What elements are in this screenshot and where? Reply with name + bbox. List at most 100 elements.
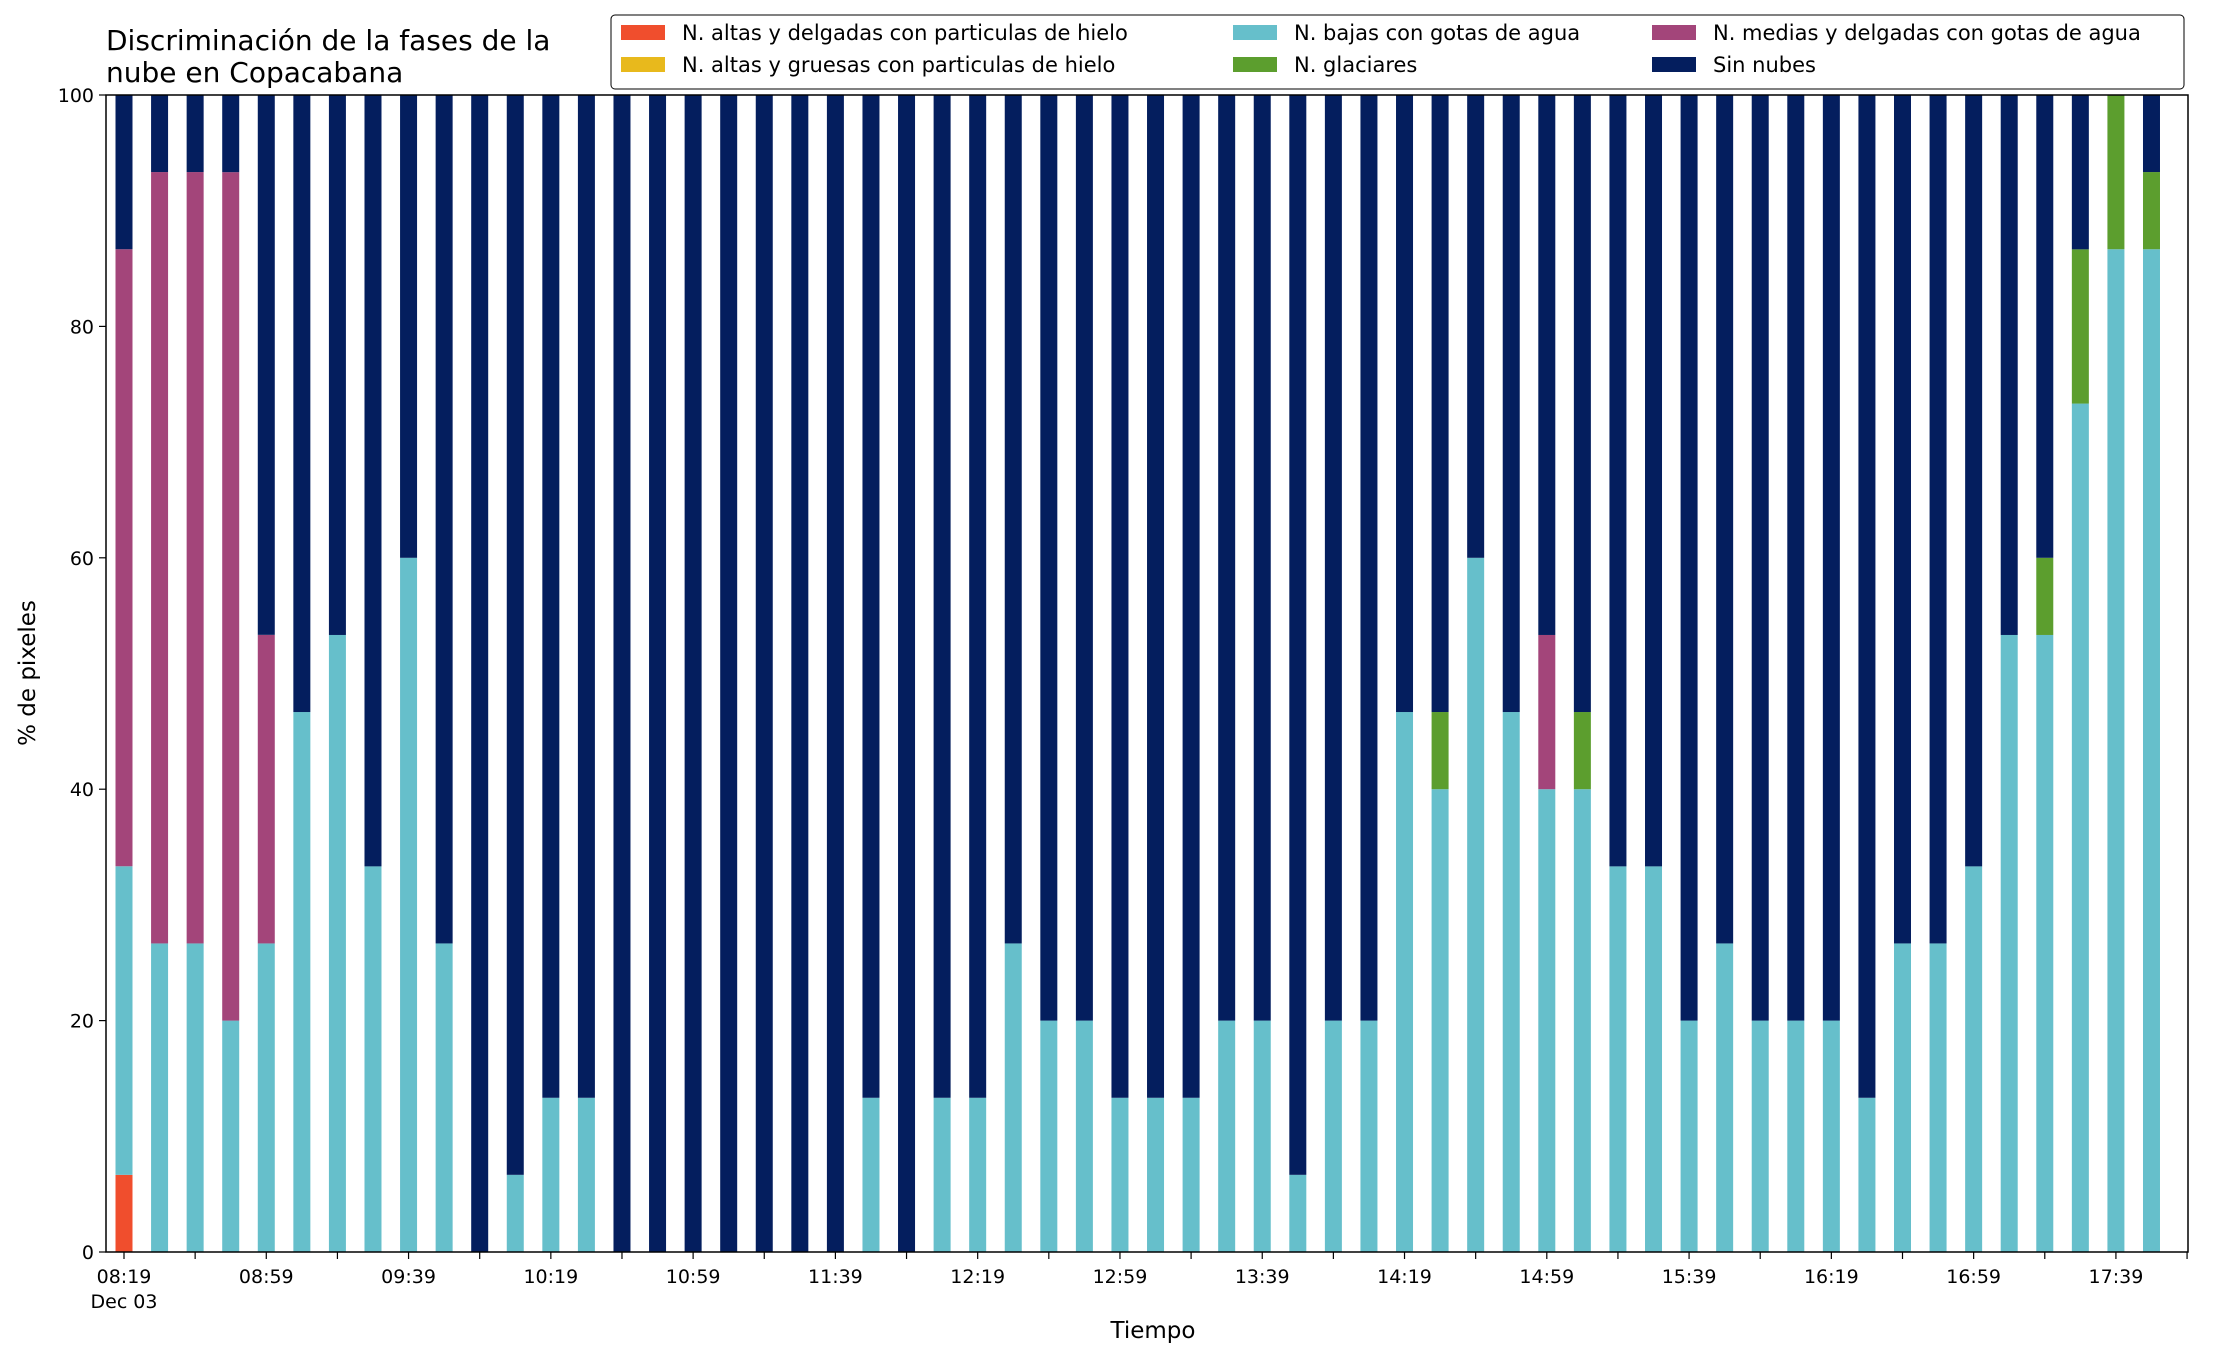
bar-segment-5-24 [969,95,987,1098]
x-tick-label-8: 13:39 [1235,1266,1290,1288]
bar-segment-2-51 [1929,943,1947,1252]
bar-segment-5-33 [1289,95,1307,1175]
bar-segment-5-43 [1645,95,1663,867]
bar-segment-5-9 [435,95,453,944]
bar-segment-4-3 [222,172,240,1021]
x-tick-label-14: 17:39 [2089,1266,2144,1288]
bar-segment-2-42 [1609,866,1627,1252]
bar-segment-4-40 [1538,634,1556,790]
bar-segment-2-12 [542,1097,560,1252]
x-tick-label-6: 12:19 [950,1266,1005,1288]
bar-segment-2-28 [1111,1097,1129,1252]
bar-segment-5-2 [186,94,204,173]
legend-label-1: N. altas y gruesas con particulas de hie… [682,53,1115,77]
bar-segment-5-41 [1573,95,1591,713]
bar-segment-5-15 [649,95,667,1252]
bar-segment-2-56 [2107,249,2125,1253]
bar-segment-2-52 [1965,866,1983,1252]
bar-segment-2-4 [257,943,275,1252]
bar-segment-2-36 [1396,712,1414,1252]
bar-segment-2-48 [1822,1020,1840,1252]
legend-label-0: N. altas y delgadas con particulas de hi… [682,21,1128,45]
bar-segment-5-16 [684,95,702,1252]
bar-segment-5-54 [2036,95,2054,558]
bar-segment-2-55 [2071,403,2089,1252]
bar-segment-2-7 [364,866,382,1252]
bar-segment-4-1 [151,172,169,944]
bar-segment-5-1 [151,94,169,173]
x-tick-label-7: 12:59 [1093,1266,1148,1288]
bar-segment-2-3 [222,1020,240,1252]
bar-segment-5-5 [293,95,311,713]
bar-segment-5-27 [1075,95,1093,1021]
x-tick-label-12: 16:19 [1804,1266,1859,1288]
y-tick-label-0: 0 [82,1242,94,1264]
bar-segment-2-27 [1075,1020,1093,1252]
x-axis: 08:19 08:59 09:39 10:19 10:59 11:39 12:19 12:59… [91,1252,2188,1313]
bar-segment-5-34 [1324,95,1342,1021]
bar-segment-2-31 [1218,1020,1236,1252]
bar-segment-5-20 [826,95,844,1252]
bar-segment-4-2 [186,172,204,944]
bar-segment-2-1 [151,943,169,1252]
bar-segment-5-8 [400,95,418,558]
bar-segment-2-24 [969,1097,987,1252]
legend-swatch-5 [1652,57,1696,72]
legend-swatch-1 [621,57,665,72]
bar-segment-5-50 [1894,95,1911,944]
legend: N. altas y delgadas con particulas de hi… [610,14,2185,90]
bar-segment-5-40 [1538,95,1556,635]
legend-swatch-4 [1652,25,1696,40]
bar-segment-2-38 [1467,557,1485,1252]
bar-segment-3-56 [2107,95,2125,250]
bar-segment-3-37 [1431,712,1449,790]
y-axis: 0 20 40 60 80 100 [58,85,106,1264]
bar-segment-2-0 [115,866,133,1175]
bar-segment-4-4 [257,634,275,944]
bar-segment-5-36 [1396,95,1414,713]
x-tick-label-5: 11:39 [808,1266,863,1288]
bar-segment-5-46 [1751,95,1769,1021]
bar-segment-5-57 [2142,94,2160,173]
bar-segment-3-54 [2036,557,2054,635]
legend-label-5: Sin nubes [1713,53,1816,77]
bar-segment-3-41 [1573,712,1591,790]
bar-segment-2-45 [1716,943,1734,1252]
bar-segment-2-26 [1040,1020,1058,1252]
bar-segment-5-39 [1502,95,1520,713]
bar-segment-5-23 [933,95,951,1098]
bar-segment-5-12 [542,95,560,1098]
bar-segment-2-2 [186,943,204,1252]
bar-segment-5-31 [1218,95,1236,1021]
x-tick-label-0: 08:19 [97,1266,152,1288]
bar-segment-5-0 [115,95,133,250]
bar-segment-2-32 [1253,1020,1271,1252]
y-tick-label-4: 80 [70,316,94,338]
x-tick-label-2: 09:39 [381,1266,436,1288]
bar-segment-5-21 [862,95,880,1098]
bar-segment-4-0 [115,249,133,867]
bar-segment-2-25 [1004,943,1022,1252]
x-tick-label-13: 16:59 [1946,1266,2001,1288]
bar-segment-2-23 [933,1097,951,1252]
bar-segment-5-44 [1680,95,1698,1021]
x-tick-sublabel: Dec 03 [91,1291,158,1313]
bar-segment-0-0 [115,1174,133,1252]
x-tick-label-4: 10:59 [666,1266,721,1288]
bar-segment-2-30 [1182,1097,1200,1252]
bar-segment-5-25 [1004,95,1022,944]
bar-segment-5-26 [1040,95,1058,1021]
bar-segment-2-47 [1787,1020,1805,1252]
bar-segment-5-49 [1858,95,1876,1098]
bar-segment-2-39 [1502,712,1520,1252]
bar-segment-2-5 [293,712,311,1252]
y-tick-label-1: 20 [70,1011,94,1033]
bar-segment-2-9 [435,943,453,1252]
bar-segment-5-10 [471,95,489,1252]
bar-segment-2-37 [1431,789,1449,1252]
bar-segment-5-18 [755,95,773,1252]
x-tick-label-10: 14:59 [1519,1266,1574,1288]
bar-segment-2-35 [1360,1020,1378,1252]
bar-segment-2-13 [577,1097,595,1252]
